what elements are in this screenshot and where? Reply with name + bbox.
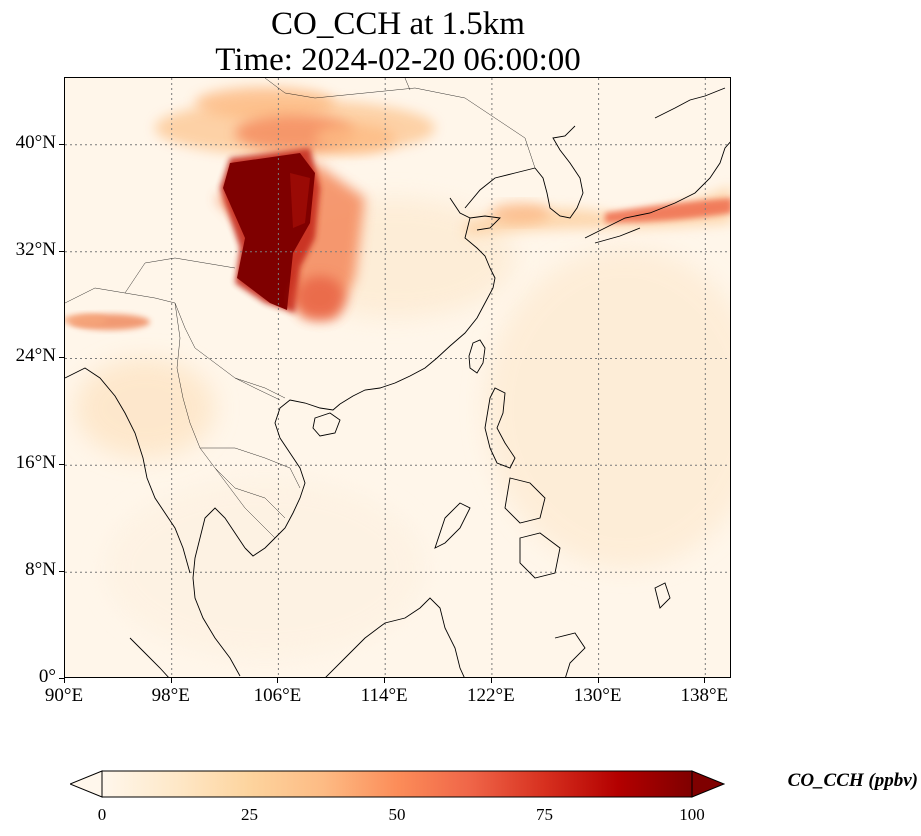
y-tick-label: 16°N <box>15 452 56 474</box>
x-tick-label: 106°E <box>253 685 302 706</box>
x-tick-label: 130°E <box>573 685 622 706</box>
gridlines <box>65 78 730 677</box>
colorbar-tick-label: 75 <box>536 805 553 824</box>
x-tick-mark <box>170 678 172 683</box>
colorbar-tick-label: 50 <box>388 805 406 824</box>
colorbar-tick-label: 25 <box>241 805 258 824</box>
colorbar-gradient <box>101 770 693 798</box>
map-subtitle-time: Time: 2024-02-20 06:00:00 <box>215 42 581 78</box>
concentration-plume-west <box>65 314 150 330</box>
y-tick-label: 8°N <box>25 559 56 581</box>
colorbar: 0 25 50 75 100 <box>68 770 726 824</box>
x-tick-mark <box>277 678 279 683</box>
colorbar-extend-low <box>68 770 103 798</box>
concentration-band-korea-japan <box>465 186 730 236</box>
y-tick-mark <box>59 678 64 679</box>
colorbar-tick-label: 0 <box>97 805 107 824</box>
x-tick-mark <box>64 678 65 683</box>
y-tick-label: 40°N <box>15 131 56 153</box>
colorbar-tick-label: 100 <box>679 805 705 824</box>
map-panel <box>64 77 731 678</box>
y-tick-label: 0° <box>38 666 56 687</box>
x-tick-mark <box>704 678 706 683</box>
x-tick-label: 90°E <box>44 685 84 706</box>
x-tick-label: 122°E <box>467 685 515 706</box>
colorbar-graphic <box>68 770 726 798</box>
x-tick-label: 98°E <box>151 685 190 706</box>
y-tick-mark <box>59 250 64 252</box>
x-tick-mark <box>384 678 386 683</box>
y-tick-mark <box>59 143 64 145</box>
x-tick-mark <box>597 678 599 683</box>
y-tick-label: 32°N <box>15 238 56 260</box>
concentration-field-background <box>75 198 730 658</box>
y-tick-mark <box>59 357 64 359</box>
x-tick-mark <box>490 678 492 683</box>
x-tick-label: 114°E <box>360 685 408 706</box>
x-tick-label: 138°E <box>680 685 729 706</box>
y-tick-mark <box>59 464 64 466</box>
map-title: CO_CCH at 1.5km <box>271 6 525 42</box>
coastlines <box>65 87 730 677</box>
concentration-plume-central <box>215 148 365 320</box>
concentration-plume-north <box>155 87 435 156</box>
country-borders <box>65 78 581 539</box>
y-tick-label: 24°N <box>15 345 56 367</box>
map-canvas <box>65 78 730 677</box>
colorbar-label: CO_CCH (ppbv) <box>787 770 918 791</box>
y-tick-mark <box>59 571 64 573</box>
colorbar-extend-high <box>691 770 726 798</box>
